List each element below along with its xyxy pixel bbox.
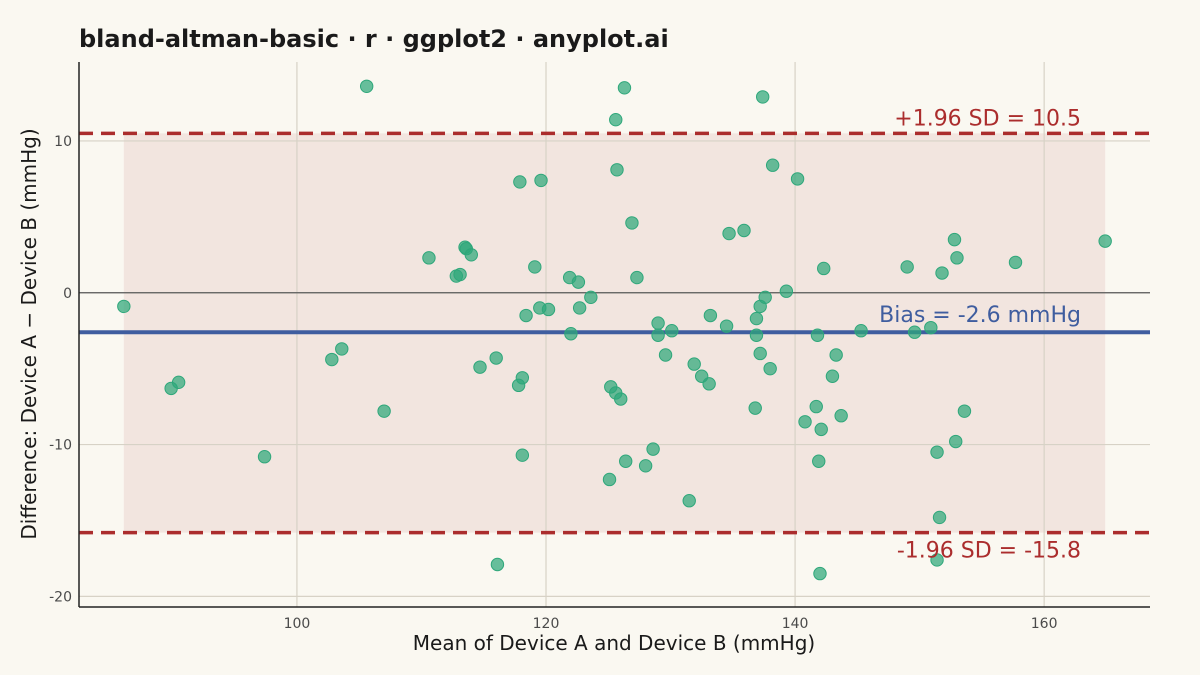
data-point-73 — [825, 369, 840, 383]
data-point-15 — [489, 351, 503, 365]
data-point-78 — [907, 325, 922, 339]
data-point-42 — [646, 442, 660, 456]
data-point-50 — [702, 377, 716, 391]
data-point-68 — [810, 328, 825, 342]
data-point-66 — [798, 415, 812, 429]
data-point-36 — [614, 392, 628, 406]
data-point-5 — [335, 342, 349, 356]
x-tick-label-160: 160 — [1031, 616, 1058, 632]
upper-loa-label: +1.96 SD = 10.5 — [894, 106, 1081, 131]
data-point-16 — [490, 557, 505, 572]
data-point-46 — [665, 324, 679, 338]
data-point-40 — [630, 270, 644, 285]
data-point-70 — [813, 566, 827, 581]
data-point-21 — [519, 308, 533, 323]
x-tick-label-120: 120 — [533, 616, 560, 632]
data-point-58 — [753, 346, 767, 361]
data-point-27 — [564, 327, 578, 341]
data-point-14 — [473, 360, 487, 374]
data-point-29 — [572, 301, 587, 315]
y-tick-label--20: -20 — [49, 589, 72, 605]
data-point-65 — [790, 172, 805, 186]
data-point-28 — [571, 275, 586, 289]
data-point-72 — [817, 261, 831, 276]
data-point-18 — [513, 175, 527, 189]
chart-title: bland-altman-basic · r · ggplot2 · anypl… — [79, 25, 669, 53]
data-point-87 — [957, 404, 972, 418]
data-point-8 — [422, 251, 436, 265]
reference-lines-layer — [79, 131, 1150, 535]
data-point-64 — [779, 284, 794, 298]
y-tick-label-10: 10 — [54, 134, 72, 150]
data-point-57 — [749, 328, 764, 342]
data-point-31 — [602, 472, 617, 487]
y-tick-label-0: 0 — [63, 286, 72, 302]
data-point-48 — [687, 357, 701, 371]
data-point-53 — [722, 226, 736, 241]
data-point-76 — [854, 324, 868, 338]
data-point-75 — [834, 409, 848, 423]
data-point-88 — [1008, 255, 1023, 270]
annotations-layer: +1.96 SD = 10.5 Bias = -2.6 mmHg -1.96 SD … — [879, 106, 1081, 563]
data-point-89 — [1098, 234, 1112, 248]
data-point-35 — [610, 163, 624, 177]
data-point-80 — [930, 445, 944, 459]
data-point-81 — [930, 553, 944, 567]
x-axis-title: Mean of Device A and Device B (mmHg) — [413, 631, 815, 655]
data-points-layer — [117, 79, 1112, 581]
bias-label: Bias = -2.6 mmHg — [879, 303, 1081, 328]
data-point-38 — [619, 454, 633, 468]
data-point-56 — [749, 311, 764, 326]
data-point-62 — [763, 361, 777, 376]
axes-layer: 100 120 140 160 -20 -10 0 10 — [49, 62, 1150, 632]
data-point-85 — [949, 434, 963, 449]
data-point-0 — [117, 299, 131, 314]
data-point-20 — [515, 448, 530, 462]
x-tick-label-140: 140 — [782, 616, 809, 632]
data-point-55 — [748, 401, 762, 415]
data-point-54 — [737, 223, 751, 238]
data-point-6 — [359, 79, 374, 93]
data-point-30 — [584, 290, 598, 305]
data-point-71 — [814, 422, 828, 437]
data-point-4 — [325, 352, 339, 367]
data-point-43 — [651, 316, 665, 330]
data-point-25 — [541, 302, 556, 317]
data-point-84 — [947, 232, 962, 247]
data-point-33 — [609, 112, 623, 127]
data-point-3 — [257, 450, 272, 464]
data-point-19 — [515, 371, 530, 385]
data-point-10 — [453, 267, 467, 282]
data-point-60 — [755, 90, 770, 104]
data-point-69 — [812, 454, 826, 468]
data-point-52 — [719, 319, 734, 333]
data-point-82 — [932, 510, 947, 525]
plot-area: +1.96 SD = 10.5 Bias = -2.6 mmHg -1.96 SD … — [49, 62, 1150, 632]
data-point-63 — [765, 158, 780, 172]
data-point-24 — [534, 173, 548, 188]
data-point-77 — [900, 260, 914, 274]
data-point-45 — [658, 348, 673, 362]
x-tick-label-100: 100 — [284, 616, 311, 632]
data-point-39 — [625, 216, 639, 230]
data-point-2 — [171, 375, 186, 390]
data-point-74 — [829, 348, 843, 362]
data-point-44 — [651, 328, 665, 342]
data-point-7 — [377, 404, 391, 418]
data-point-61 — [758, 290, 772, 305]
data-point-41 — [638, 459, 653, 473]
data-point-37 — [617, 81, 632, 95]
data-point-86 — [950, 251, 964, 265]
data-point-47 — [682, 494, 696, 508]
lower-loa-label: -1.96 SD = -15.8 — [897, 539, 1081, 564]
data-point-67 — [809, 399, 823, 414]
data-point-22 — [528, 260, 542, 274]
data-point-51 — [703, 308, 718, 323]
data-point-13 — [464, 248, 478, 262]
data-point-79 — [924, 320, 938, 335]
y-tick-label--10: -10 — [49, 438, 72, 454]
y-axis-title: Difference: Device A − Device B (mmHg) — [17, 128, 41, 539]
data-point-83 — [935, 266, 949, 280]
